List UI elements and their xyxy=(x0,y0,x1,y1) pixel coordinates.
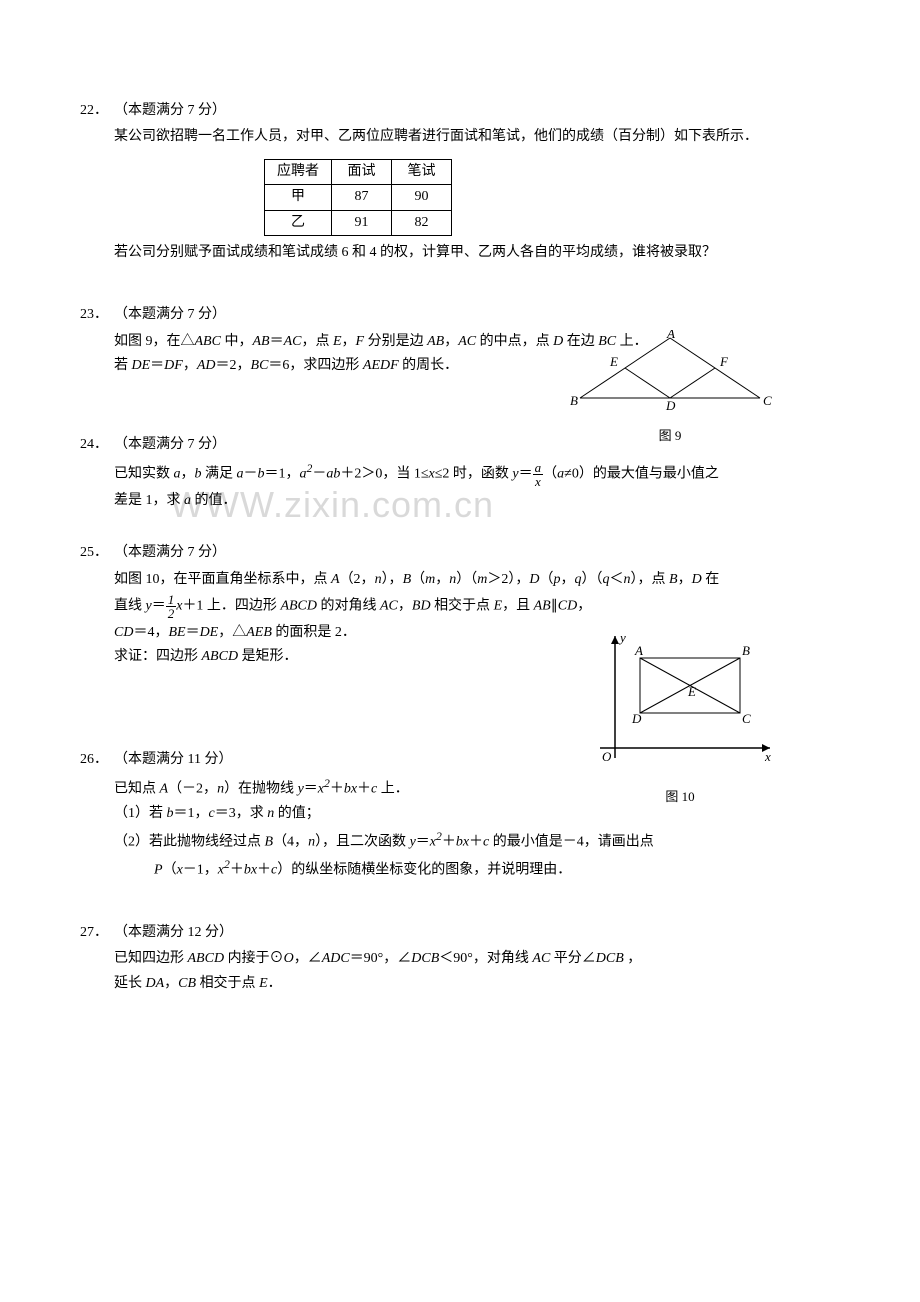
table-cell: 甲 xyxy=(265,185,332,210)
text-line: 如图 10，在平面直角坐标系中，点 A（2，n），B（m，n）（m＞2），D（p… xyxy=(114,569,840,591)
question-number: 27． xyxy=(80,922,114,944)
svg-text:A: A xyxy=(634,643,643,658)
question-body: 已知点 A（－2，n）在抛物线 y＝x2＋bx＋c 上． （1）若 b＝1，c＝… xyxy=(114,775,840,882)
question-points: （本题满分 7 分） xyxy=(114,304,226,326)
text-line: P（x－1，x2＋bx＋c）的纵坐标随横坐标变化的图象，并说明理由． xyxy=(114,856,840,882)
question-points: （本题满分 7 分） xyxy=(114,542,226,564)
table-cell: 应聘者 xyxy=(265,159,332,184)
table-cell: 91 xyxy=(332,210,392,235)
figure-9: A B C D E F 图 9 xyxy=(560,330,780,446)
svg-text:E: E xyxy=(687,684,696,699)
question-points: （本题满分 11 分） xyxy=(114,749,232,771)
question-number: 26． xyxy=(80,749,114,771)
question-25: 25． （本题满分 7 分） 如图 10，在平面直角坐标系中，点 A（2，n），… xyxy=(80,542,840,669)
table-cell: 乙 xyxy=(265,210,332,235)
question-header: 22． （本题满分 7 分） xyxy=(80,100,840,122)
question-header: 27． （本题满分 12 分） xyxy=(80,922,840,944)
fraction: 12 xyxy=(166,593,177,620)
table-row: 应聘者 面试 笔试 xyxy=(265,159,452,184)
question-26: 26． （本题满分 11 分） 已知点 A（－2，n）在抛物线 y＝x2＋bx＋… xyxy=(80,749,840,882)
question-27: 27． （本题满分 12 分） 已知四边形 ABCD 内接于⊙O，∠ADC＝90… xyxy=(80,922,840,995)
question-body: 已知实数 a，b 满足 a－b＝1，a2－ab＋2＞0，当 1≤x≤2 时，函数… xyxy=(114,460,840,512)
text-line: 已知点 A（－2，n）在抛物线 y＝x2＋bx＋c 上． xyxy=(114,775,840,801)
table-row: 乙 91 82 xyxy=(265,210,452,235)
svg-text:B: B xyxy=(570,393,578,408)
question-22: 22． （本题满分 7 分） 某公司欲招聘一名工作人员，对甲、乙两位应聘者进行面… xyxy=(80,100,840,264)
svg-text:y: y xyxy=(618,630,626,645)
fraction: ax xyxy=(533,461,544,488)
svg-text:E: E xyxy=(609,354,618,369)
text-line: 某公司欲招聘一名工作人员，对甲、乙两位应聘者进行面试和笔试，他们的成绩（百分制）… xyxy=(114,126,840,148)
question-header: 26． （本题满分 11 分） xyxy=(80,749,840,771)
question-header: 25． （本题满分 7 分） xyxy=(80,542,840,564)
table-cell: 笔试 xyxy=(392,159,452,184)
table-cell: 90 xyxy=(392,185,452,210)
question-number: 23． xyxy=(80,304,114,326)
question-points: （本题满分 7 分） xyxy=(114,434,226,456)
question-body: 某公司欲招聘一名工作人员，对甲、乙两位应聘者进行面试和笔试，他们的成绩（百分制）… xyxy=(114,126,840,264)
text-line: （1）若 b＝1，c＝3，求 n 的值； xyxy=(114,803,840,825)
text-line: 已知实数 a，b 满足 a－b＝1，a2－ab＋2＞0，当 1≤x≤2 时，函数… xyxy=(114,460,840,488)
table-cell: 87 xyxy=(332,185,392,210)
question-24: WWW.zixin.com.cn 24． （本题满分 7 分） 已知实数 a，b… xyxy=(80,434,840,513)
text-line: 直线 y＝12x＋1 上．四边形 ABCD 的对角线 AC，BD 相交于点 E，… xyxy=(114,593,840,620)
question-number: 24． xyxy=(80,434,114,456)
svg-text:B: B xyxy=(742,643,750,658)
table-row: 甲 87 90 xyxy=(265,185,452,210)
question-number: 25． xyxy=(80,542,114,564)
triangle-diagram: A B C D E F xyxy=(560,330,780,415)
table-cell: 面试 xyxy=(332,159,392,184)
svg-text:D: D xyxy=(665,398,676,413)
svg-text:D: D xyxy=(631,711,642,726)
question-header: 24． （本题满分 7 分） xyxy=(80,434,840,456)
svg-text:F: F xyxy=(719,354,729,369)
svg-text:C: C xyxy=(742,711,751,726)
text-line: 已知四边形 ABCD 内接于⊙O，∠ADC＝90°，∠DCB＜90°，对角线 A… xyxy=(114,948,840,970)
svg-text:C: C xyxy=(763,393,772,408)
text-line: 若公司分别赋予面试成绩和笔试成绩 6 和 4 的权，计算甲、乙两人各自的平均成绩… xyxy=(114,242,840,264)
coordinate-diagram: A B C D E O x y xyxy=(580,628,780,768)
text-line: 差是 1，求 a 的值． xyxy=(114,490,840,512)
table-cell: 82 xyxy=(392,210,452,235)
text-line: 延长 DA，CB 相交于点 E． xyxy=(114,973,840,995)
question-number: 22． xyxy=(80,100,114,122)
question-header: 23． （本题满分 7 分） xyxy=(80,304,840,326)
text-line: （2）若此抛物线经过点 B（4，n），且二次函数 y＝x2＋bx＋c 的最小值是… xyxy=(114,828,840,854)
svg-text:A: A xyxy=(666,330,675,341)
question-23: 23． （本题满分 7 分） 如图 9，在△ABC 中，AB＝AC，点 E，F … xyxy=(80,304,840,377)
question-body: 已知四边形 ABCD 内接于⊙O，∠ADC＝90°，∠DCB＜90°，对角线 A… xyxy=(114,948,840,995)
question-points: （本题满分 7 分） xyxy=(114,100,226,122)
data-table-wrap: 应聘者 面试 笔试 甲 87 90 乙 91 82 xyxy=(264,159,840,236)
score-table: 应聘者 面试 笔试 甲 87 90 乙 91 82 xyxy=(264,159,452,236)
question-points: （本题满分 12 分） xyxy=(114,922,233,944)
